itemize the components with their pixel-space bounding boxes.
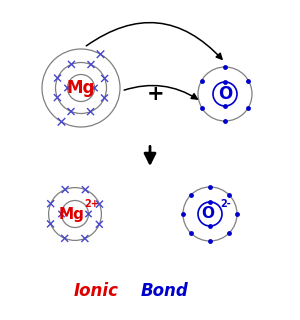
Text: Bond: Bond: [141, 282, 189, 300]
Text: Ionic: Ionic: [74, 282, 118, 300]
Text: Mg: Mg: [67, 79, 95, 97]
Text: O: O: [201, 206, 214, 221]
Text: +: +: [147, 84, 165, 104]
Text: 2-: 2-: [220, 199, 231, 209]
Text: 2+: 2+: [84, 199, 99, 209]
Text: O: O: [218, 85, 232, 103]
Text: Mg: Mg: [58, 206, 84, 221]
